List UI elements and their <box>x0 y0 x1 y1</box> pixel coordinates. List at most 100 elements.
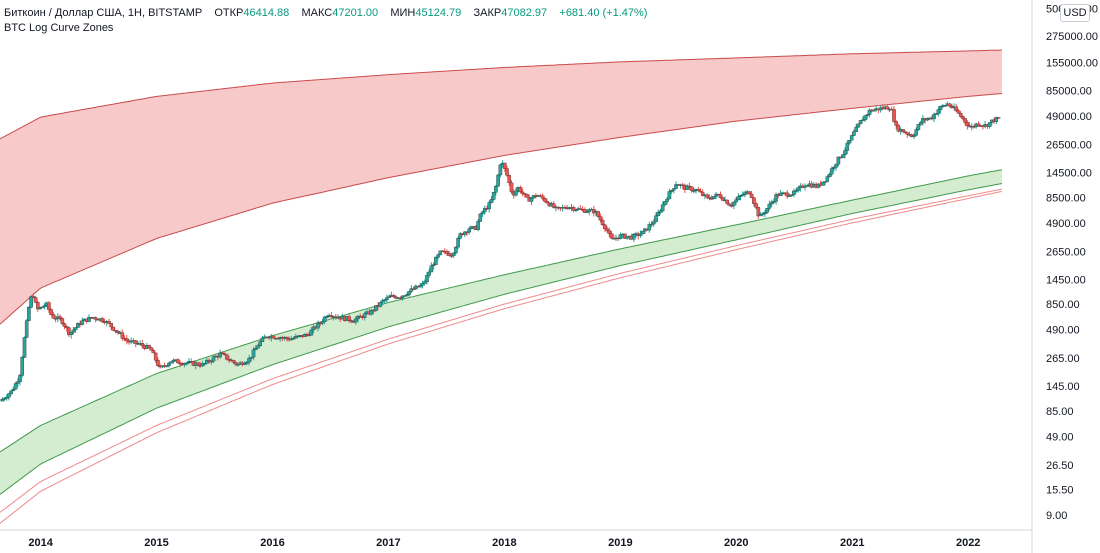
candle <box>62 323 67 327</box>
candle <box>912 135 916 138</box>
candle <box>18 375 22 382</box>
candle <box>785 192 789 197</box>
candle <box>80 320 85 325</box>
candle <box>111 326 116 331</box>
candle <box>4 397 9 399</box>
candle <box>956 110 961 114</box>
price-tick-label: 85000.00 <box>1046 86 1092 98</box>
candle <box>116 331 120 333</box>
candle <box>936 109 941 114</box>
candle <box>827 173 832 177</box>
candle <box>231 360 236 363</box>
candle <box>309 329 314 336</box>
candle <box>761 213 765 215</box>
candle <box>13 383 18 390</box>
candle <box>202 363 207 365</box>
candle <box>965 122 970 127</box>
candle <box>402 295 407 297</box>
indicator-title[interactable]: BTC Log Curve Zones <box>4 22 114 34</box>
candle <box>858 120 863 125</box>
candle <box>349 320 354 322</box>
candle <box>478 213 483 222</box>
candle <box>649 223 654 226</box>
candle <box>456 237 460 248</box>
candle <box>496 174 500 187</box>
price-tick-label: 85.00 <box>1046 406 1074 418</box>
candle <box>247 358 251 363</box>
candle <box>729 205 734 207</box>
candle <box>918 122 923 125</box>
candle <box>843 150 847 155</box>
candle <box>727 203 732 206</box>
time-tick-label: 2020 <box>724 537 748 549</box>
candle <box>747 191 752 195</box>
candle <box>660 204 665 212</box>
close-label: ЗАКР <box>473 7 502 19</box>
price-axis[interactable]: 500000.00275000.00155000.0085000.0049000… <box>1046 4 1098 522</box>
candle <box>438 250 443 255</box>
candle <box>963 118 967 123</box>
candle <box>894 121 898 126</box>
candle <box>467 228 472 233</box>
symbol-title[interactable]: Биткоин / Доллар США, 1Н, BITSTAMP <box>4 7 203 19</box>
candle <box>514 190 518 196</box>
candle <box>498 164 503 176</box>
candle <box>369 309 374 315</box>
candle <box>698 190 703 193</box>
price-tick-label: 490.00 <box>1046 325 1080 337</box>
candle <box>87 317 91 322</box>
candle <box>603 224 607 230</box>
candle <box>700 191 705 196</box>
candle <box>545 201 549 204</box>
candle <box>147 345 151 348</box>
time-axis[interactable]: 2014 2015 2016 2017 2018 2019 2020 2021 2022 <box>28 537 980 549</box>
candle <box>734 199 738 203</box>
candle <box>609 233 614 239</box>
candle <box>525 194 529 198</box>
candle <box>387 296 392 298</box>
candle <box>184 362 189 365</box>
candle <box>507 174 512 183</box>
candle <box>914 129 918 136</box>
candle <box>861 119 865 122</box>
candle <box>925 118 930 121</box>
candle <box>69 332 73 336</box>
time-tick-label: 2018 <box>492 537 516 549</box>
candle <box>543 198 547 202</box>
time-tick-label: 2017 <box>376 537 400 549</box>
candle <box>465 231 469 234</box>
candle <box>689 186 694 191</box>
candle <box>852 131 856 136</box>
candle <box>354 318 358 323</box>
candle <box>938 105 943 110</box>
price-tick-label: 4900.00 <box>1046 218 1086 230</box>
close-value: 47082.97 <box>501 7 548 19</box>
candle <box>540 195 545 199</box>
candle <box>987 122 992 127</box>
candle <box>574 209 578 212</box>
candle <box>258 341 263 347</box>
candle <box>587 209 592 212</box>
candle <box>738 195 743 197</box>
candle <box>674 184 678 189</box>
candle <box>47 302 51 310</box>
candle <box>391 295 396 297</box>
candle <box>740 194 745 196</box>
candle <box>73 327 78 331</box>
time-tick-label: 2022 <box>956 537 980 549</box>
candle <box>638 233 643 236</box>
candle <box>124 338 129 342</box>
support-line-2 <box>0 191 1002 524</box>
candle <box>654 215 658 223</box>
candle <box>921 118 925 123</box>
currency-button[interactable]: USD <box>1060 4 1090 22</box>
candle <box>33 297 38 303</box>
candle <box>120 332 125 339</box>
top-band-lower-line <box>0 93 1002 325</box>
candle <box>260 337 265 342</box>
candle <box>531 195 536 199</box>
candle <box>431 264 436 267</box>
candle <box>302 334 307 338</box>
candle <box>903 131 907 134</box>
